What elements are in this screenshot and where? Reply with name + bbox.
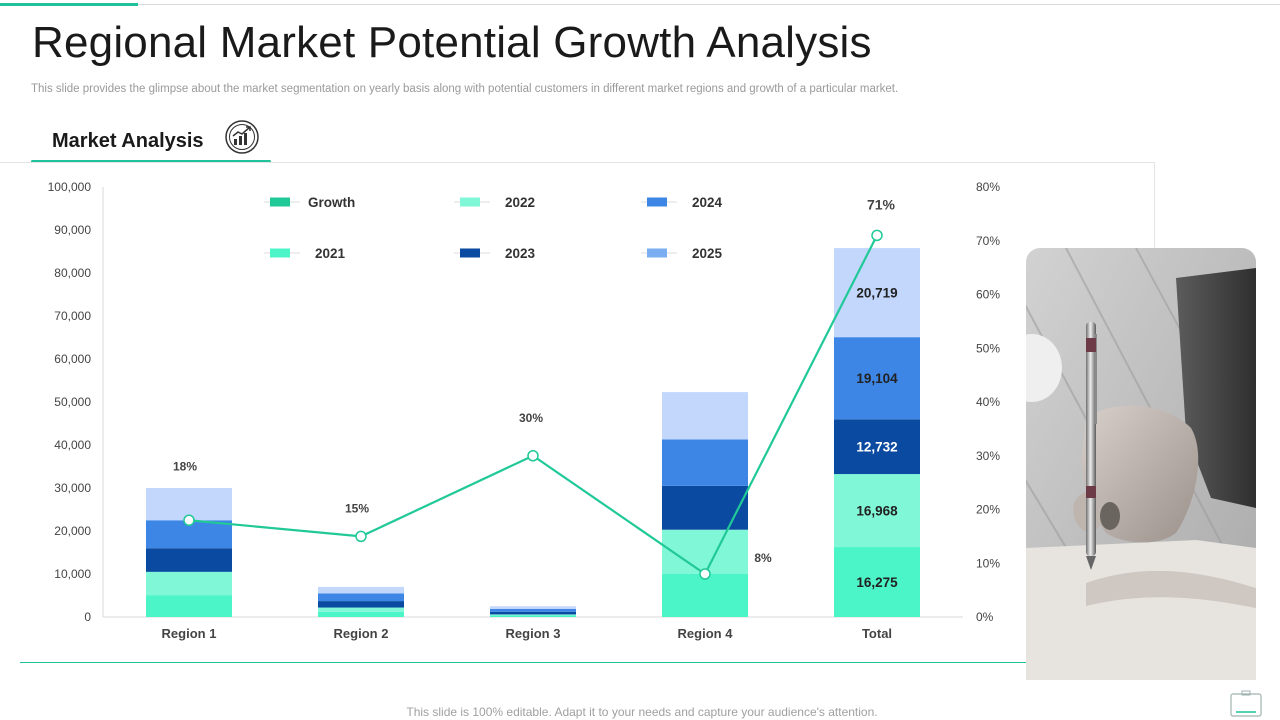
- y-right-tick-label: 0%: [976, 610, 994, 624]
- presentation-icon: [1230, 690, 1262, 717]
- bar-2022-region-2: [318, 607, 404, 612]
- growth-point: [355, 530, 367, 543]
- bar-2021-region-1: [146, 595, 232, 617]
- legend-swatch-growth: [270, 197, 290, 207]
- growth-point: [699, 568, 711, 580]
- y-left-tick-label: 100,000: [48, 180, 92, 194]
- y-left-tick-label: 30,000: [54, 481, 91, 495]
- x-tick-label: Region 3: [506, 626, 561, 641]
- legend-swatch-2021: [270, 248, 290, 258]
- y-left-tick-label: 70,000: [54, 309, 91, 323]
- growth-line: [188, 234, 878, 576]
- bar-2021-total: [834, 547, 920, 617]
- legend-label: 2022: [505, 195, 535, 210]
- slide-title: Regional Market Potential Growth Analysi…: [32, 18, 872, 67]
- bar-2023-region-4: [662, 485, 748, 530]
- y-left-tick-label: 20,000: [54, 524, 91, 538]
- growth-point: [527, 450, 539, 462]
- panel-border: [1154, 162, 1155, 248]
- bar-2025-region-3: [490, 606, 576, 609]
- y-left-tick-label: 40,000: [54, 438, 91, 452]
- bar-2022-region-3: [490, 614, 576, 616]
- legend-swatch-2025: [647, 248, 667, 258]
- y-left-tick-label: 80,000: [54, 266, 91, 280]
- x-tick-label: Total: [862, 626, 892, 641]
- y-right-tick-label: 30%: [976, 449, 1000, 463]
- growth-label: 71%: [867, 196, 896, 212]
- bar-2023-region-1: [146, 548, 232, 572]
- y-right-tick-label: 10%: [976, 556, 1000, 570]
- growth-label: 8%: [754, 551, 772, 565]
- bar-2022-region-1: [146, 571, 232, 596]
- bar-data-label: 19,104: [856, 371, 898, 386]
- y-left-tick-label: 50,000: [54, 395, 91, 409]
- bar-2024-total: [834, 337, 920, 420]
- bar-2021-region-2: [318, 611, 404, 617]
- bar-data-label: 12,732: [856, 440, 897, 455]
- y-left-tick-label: 10,000: [54, 567, 91, 581]
- bar-2021-region-4: [662, 574, 748, 617]
- legend-swatch-2022: [460, 197, 480, 207]
- y-right-tick-label: 60%: [976, 288, 1000, 302]
- bottom-divider: [20, 662, 1030, 663]
- legend-label: 2024: [692, 195, 723, 210]
- bar-2024-region-4: [662, 439, 748, 486]
- top-accent: [0, 0, 1280, 6]
- bar-data-label: 16,275: [856, 575, 898, 590]
- legend-label: Growth: [308, 195, 355, 210]
- x-tick-label: Region 2: [334, 626, 389, 641]
- y-right-tick-label: 70%: [976, 234, 1000, 248]
- x-tick-label: Region 4: [678, 626, 734, 641]
- section-underline: [31, 160, 271, 163]
- growth-label: 18%: [173, 459, 197, 473]
- growth-point: [183, 514, 195, 526]
- footer-note: This slide is 100% editable. Adapt it to…: [406, 705, 878, 719]
- bar-2022-region-4: [662, 529, 748, 574]
- legend-swatch-2023: [460, 248, 480, 258]
- legend-label: 2023: [505, 246, 536, 261]
- bar-2023-region-3: [490, 611, 576, 615]
- y-right-tick-label: 50%: [976, 341, 1000, 355]
- growth-point: [871, 229, 883, 242]
- slide-subtitle: This slide provides the glimpse about th…: [31, 83, 899, 95]
- y-left-tick-label: 0: [84, 610, 91, 624]
- bar-2025-region-4: [662, 392, 748, 440]
- legend-label: 2021: [315, 246, 346, 261]
- y-right-tick-label: 40%: [976, 395, 1000, 409]
- bar-2024-region-3: [490, 608, 576, 612]
- bar-2022-total: [834, 474, 920, 548]
- x-tick-label: Region 1: [162, 626, 217, 641]
- y-left-tick-label: 60,000: [54, 352, 91, 366]
- bar-2023-region-2: [318, 601, 404, 608]
- legend-label: 2025: [692, 246, 723, 261]
- bar-data-label: 16,968: [856, 504, 898, 519]
- bar-2021-region-3: [490, 615, 576, 617]
- section-divider: [0, 162, 1155, 163]
- bar-2023-total: [834, 419, 920, 475]
- legend-swatch-2024: [647, 197, 667, 207]
- y-right-tick-label: 20%: [976, 503, 1000, 517]
- y-left-tick-label: 90,000: [54, 223, 91, 237]
- growth-label: 30%: [519, 411, 543, 425]
- section-title: Market Analysis: [52, 130, 204, 152]
- growth-label: 15%: [345, 501, 369, 515]
- bar-2025-region-2: [318, 586, 404, 594]
- growth-chart-icon: [225, 120, 259, 154]
- writing-hand-photo: [1026, 248, 1256, 680]
- y-right-tick-label: 80%: [976, 180, 1000, 194]
- bar-data-label: 20,719: [856, 286, 897, 301]
- market-analysis-chart: 0 10,000 20,000 30,000 40,000 50,000 60,000 70,…: [48, 180, 1001, 641]
- bar-2024-region-2: [318, 593, 404, 602]
